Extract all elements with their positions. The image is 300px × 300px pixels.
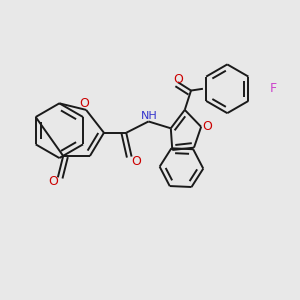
Text: O: O	[202, 120, 212, 133]
Text: NH: NH	[141, 110, 158, 121]
Text: O: O	[80, 98, 89, 110]
Text: O: O	[173, 73, 183, 86]
Text: O: O	[49, 175, 58, 188]
Text: F: F	[269, 82, 277, 95]
Text: O: O	[131, 155, 141, 168]
